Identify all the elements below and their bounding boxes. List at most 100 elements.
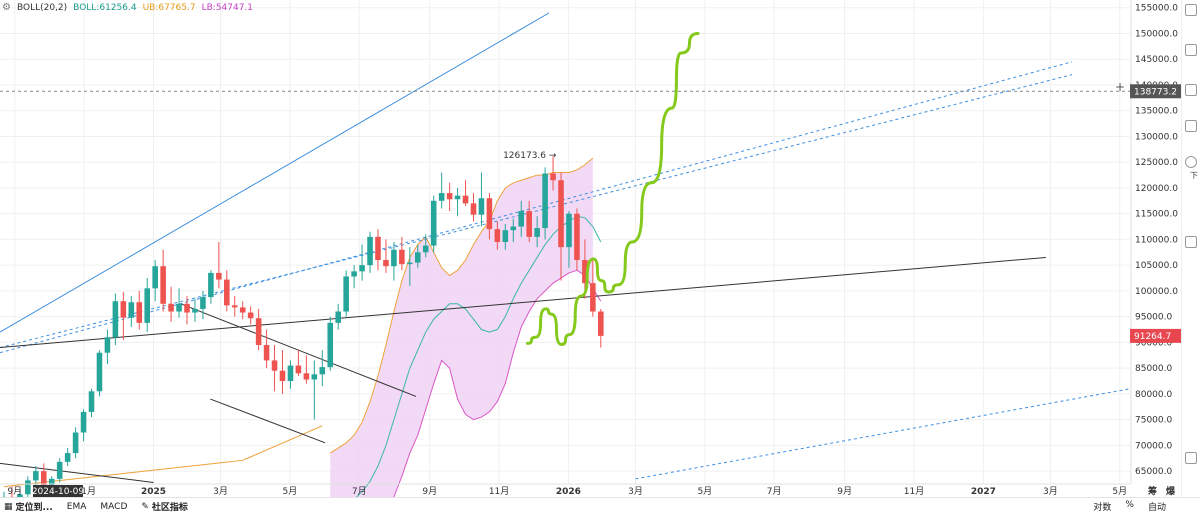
log-scale-toggle[interactable]: 对数 [1093,503,1112,513]
y-tick-label: 150000.0 [1135,29,1178,39]
candle-body [239,307,246,313]
candle [184,296,190,325]
candle-body [566,213,572,248]
bollinger-upper-line-early [3,425,323,488]
candle-body [430,200,437,246]
candle-body [112,301,119,338]
candle [351,265,357,289]
trend-line-black-long [0,256,1046,349]
y-tick-label: 75000.0 [1135,416,1172,426]
download-icon[interactable] [1185,156,1197,168]
timeframe-strip[interactable] [0,515,1200,524]
candle-body [200,297,206,309]
candle [279,350,286,394]
collapse-icon[interactable] [1185,4,1197,16]
candle-body [279,370,286,382]
candle [359,244,365,281]
x-tick-label: 3月 [213,486,228,497]
candle [422,234,429,258]
community-indicator-button[interactable]: ✎ 社区指标 [141,501,188,514]
candle [446,182,453,212]
candle [590,257,596,317]
candle [200,290,206,320]
locate-button[interactable]: ▦ 定位到... [4,501,53,514]
candle-body [399,249,405,265]
indicator-name: BOLL(20,2) [16,2,68,13]
candle [80,409,87,442]
candle-body [72,432,79,454]
candle [438,172,445,209]
x-axis-current-date-box [32,485,83,497]
candle-body [208,272,214,298]
candle [542,167,548,240]
candle-body [359,265,365,272]
candle [160,249,166,312]
candle [128,296,135,327]
crosshair-price-label: 138773.2 [1134,87,1177,97]
candle [454,187,461,217]
macd-button[interactable]: MACD [100,501,128,512]
drawing-tool-icon[interactable] [1185,44,1197,56]
candle [224,270,230,312]
y-tick-label: 110000.0 [1135,235,1178,245]
auto-scale-toggle[interactable]: 自动 [1147,503,1166,513]
candle-body [518,211,525,227]
candle-body [375,236,381,261]
layout-icon[interactable] [1185,84,1197,96]
price-chart[interactable]: 65000.0 70000.0 75000.0 80000.0 85000.0 90000… [0,0,1200,497]
candle [478,172,485,227]
candle-body [17,494,23,497]
candle-body [136,302,143,323]
candle-body [558,180,564,248]
candle-body [582,260,588,284]
candle-body [295,365,302,374]
x-tick-label: 9月 [7,486,22,497]
candle [295,350,302,376]
settings-icon[interactable]: ⚙ [2,2,11,13]
y-tick-label: 145000.0 [1135,55,1178,65]
candle [311,360,318,420]
candle-body [550,173,556,181]
panel-icon[interactable] [1185,452,1197,464]
x-tick-label: 11月 [904,486,924,497]
candle [136,290,143,330]
candle [470,193,477,222]
y-tick-label: 125000.0 [1135,158,1178,168]
candle-body [184,303,190,313]
sidebar-chip: 筹 [1148,485,1157,497]
candle-body [343,276,349,312]
candle [231,296,238,317]
y-tick-label: 65000.0 [1135,467,1172,477]
bottom-toolbar: ▦ 定位到... EMA MACD ✎ 社区指标 对数 % 自动 [0,497,1200,515]
candle [263,329,270,369]
candle-body [470,203,477,215]
candle [33,465,39,487]
calendar-icon[interactable] [1185,120,1197,132]
percent-scale-toggle[interactable]: % [1125,500,1134,510]
x-tick-label: 9月 [837,486,852,497]
table-icon[interactable] [1185,236,1197,248]
candle-body [462,195,469,204]
candle-body [80,411,87,433]
candle [56,458,63,483]
candle-body [263,344,270,361]
x-tick-label: 9月 [422,486,437,497]
candle-body [319,367,326,375]
x-tick-label: 3月 [1043,486,1058,497]
sidebar-chip: 爆 [1166,485,1176,497]
candle-body [574,213,580,261]
candle-body [176,303,182,312]
y-tick-label: 85000.0 [1135,364,1172,374]
x-tick-label: 1月 [81,486,96,497]
candle [144,278,151,333]
boll-mid-value: BOLL:61256.4 [73,2,137,13]
calendar-icon: ▦ [4,501,13,512]
candle [112,293,119,345]
candle-body [383,260,389,267]
candle [462,180,469,206]
candle-body [526,211,532,237]
ema-button[interactable]: EMA [66,501,87,512]
crosshair-price-box [1130,84,1182,99]
crosshair-add-icon[interactable]: + [1114,80,1126,94]
